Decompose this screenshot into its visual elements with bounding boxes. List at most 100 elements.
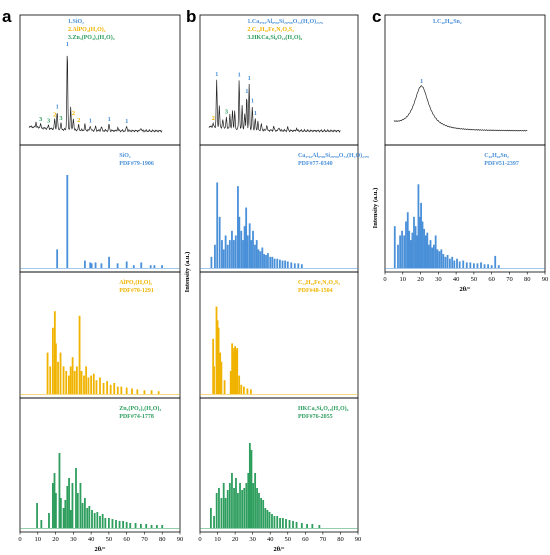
reference-stick [276, 258, 279, 268]
reference-stick [222, 249, 225, 268]
reference-stick [125, 522, 128, 528]
reference-stick [73, 371, 76, 394]
reference-stick [235, 478, 237, 528]
reference-stick [46, 352, 49, 394]
reference-stick [233, 488, 235, 528]
reference-stick [229, 371, 232, 394]
reference-stick [300, 264, 303, 268]
legend-entry: 2.AlPO₄(H₂O)₂ [68, 26, 106, 33]
reference-stick [408, 230, 411, 268]
reference-stick [93, 513, 96, 528]
reference-stick [88, 506, 91, 528]
reference-stick [397, 244, 399, 268]
legend-entry: 1.SiO₂ [68, 19, 84, 25]
reference-stick [115, 520, 117, 528]
reference-stick [426, 232, 429, 268]
reference-stick [80, 371, 83, 394]
reference-stick [51, 327, 54, 394]
reference-stick [258, 493, 260, 528]
reference-stick [286, 261, 289, 268]
reference-stick [240, 384, 243, 394]
reference-stick [259, 251, 262, 268]
reference-stick [300, 523, 303, 528]
reference-stick [100, 263, 103, 268]
reference-stick [242, 386, 245, 394]
reference-stick [49, 366, 52, 394]
reference-stick [143, 390, 146, 394]
reference-stick [134, 523, 137, 528]
x-tick-label: 30 [249, 536, 256, 543]
reference-stick [83, 375, 85, 394]
reference-stick [90, 263, 93, 268]
peak-label: 1 [215, 71, 218, 78]
measured-pattern: LC₄₀H₆₀Sn₂ 1 [384, 14, 546, 146]
reference-stick [216, 320, 219, 394]
y-axis-label-c: Intensity (a.u.) [372, 188, 379, 229]
reference-stick [465, 262, 468, 268]
reference-stick [222, 483, 225, 528]
peak-label: 1 [108, 116, 111, 123]
x-tick-label: 10 [35, 536, 42, 543]
reference-stick [36, 503, 38, 528]
reference-stick [278, 259, 281, 268]
reference-stick [118, 521, 121, 528]
reference-stick [264, 508, 267, 528]
reference-stick [116, 386, 119, 394]
reference-stick [102, 382, 105, 394]
x-tick-label: 40 [453, 276, 460, 283]
reference-stick [99, 516, 101, 528]
x-tick-label: 50 [285, 536, 292, 543]
reference-stick [83, 260, 86, 268]
reference-stick [483, 264, 486, 268]
reference-stick [218, 216, 221, 268]
reference-pattern: Ca₄.₀₂Al₈.₀₈Si₂₈.₀₈O₇₂(H₂O)₂₃.₆ PDF#77-03… [199, 144, 369, 273]
reference-stick [76, 493, 79, 528]
reference-stick [255, 240, 258, 268]
reference-stick [228, 483, 231, 528]
peak-label: 3 [47, 117, 51, 124]
reference-stick [248, 223, 251, 268]
reference-stick [413, 216, 415, 268]
peak-label: 1 [66, 41, 69, 48]
reference-stick [417, 184, 420, 268]
reference-pdf: PDF#70-1291 [119, 288, 154, 294]
reference-stick [281, 260, 284, 268]
x-tick-label: 70 [506, 276, 513, 283]
peak-label: 1 [56, 103, 59, 110]
reference-pattern: C₄₀H₆₀Sn₂ PDF#51-2397 [384, 144, 546, 273]
x-tick-label: 80 [159, 536, 166, 543]
reference-stick [252, 483, 255, 528]
reference-stick [104, 518, 107, 528]
reference-stick [149, 265, 152, 268]
reference-stick [250, 240, 253, 268]
reference-stick [440, 249, 443, 268]
reference-stick [265, 254, 267, 268]
reference-stick [436, 249, 439, 268]
x-tick-label: 10 [214, 536, 221, 543]
reference-stick [416, 235, 418, 268]
legend-entry: 2.C₁₄H₁₈Fe₂N₂O₂S₂ [247, 27, 294, 33]
reference-stick [414, 226, 417, 268]
reference-stick [95, 380, 98, 394]
reference-phase: SiO₂ [119, 153, 131, 159]
x-tick-label: 50 [106, 536, 113, 543]
reference-stick [64, 500, 67, 528]
x-tick-label: 50 [471, 276, 478, 283]
reference-stick [75, 366, 78, 394]
reference-pdf: PDF#74-1778 [119, 414, 154, 420]
measured-trace [28, 55, 163, 133]
reference-stick [51, 483, 54, 528]
reference-stick [116, 263, 119, 268]
panel-letter: a [2, 7, 12, 26]
reference-stick [232, 352, 234, 394]
x-tick-label: 80 [524, 276, 531, 283]
reference-stick [276, 516, 279, 528]
reference-stick [122, 521, 125, 528]
reference-stick [431, 247, 434, 268]
reference-stick [256, 488, 258, 528]
reference-stick [62, 508, 65, 528]
reference-stick [92, 373, 95, 394]
reference-stick [224, 235, 227, 268]
reference-stick [67, 375, 70, 394]
